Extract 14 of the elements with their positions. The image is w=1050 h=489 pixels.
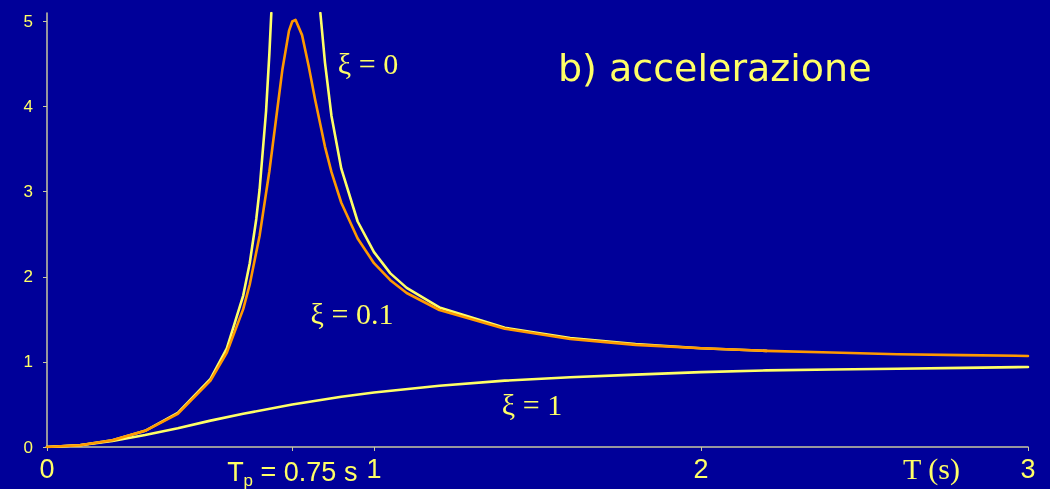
y-tick-label: 5 — [23, 12, 33, 32]
y-tick-label: 0 — [23, 437, 33, 457]
x-tick-label: 2 — [693, 453, 709, 484]
x-tick-label: 3 — [1020, 453, 1036, 484]
y-tick-label: 4 — [23, 97, 33, 117]
series-label: ξ = 1 — [501, 387, 563, 421]
series-label: ξ = 0 — [337, 46, 399, 80]
x-tick-label: 1 — [366, 453, 382, 484]
series-label: ξ = 0.1 — [310, 296, 394, 330]
y-tick-label: 2 — [23, 267, 33, 287]
x-axis-title: T (s) — [903, 451, 960, 486]
text: b) accelerazione — [558, 46, 872, 90]
y-tick-label: 3 — [23, 182, 33, 202]
y-tick-label: 1 — [23, 352, 33, 372]
